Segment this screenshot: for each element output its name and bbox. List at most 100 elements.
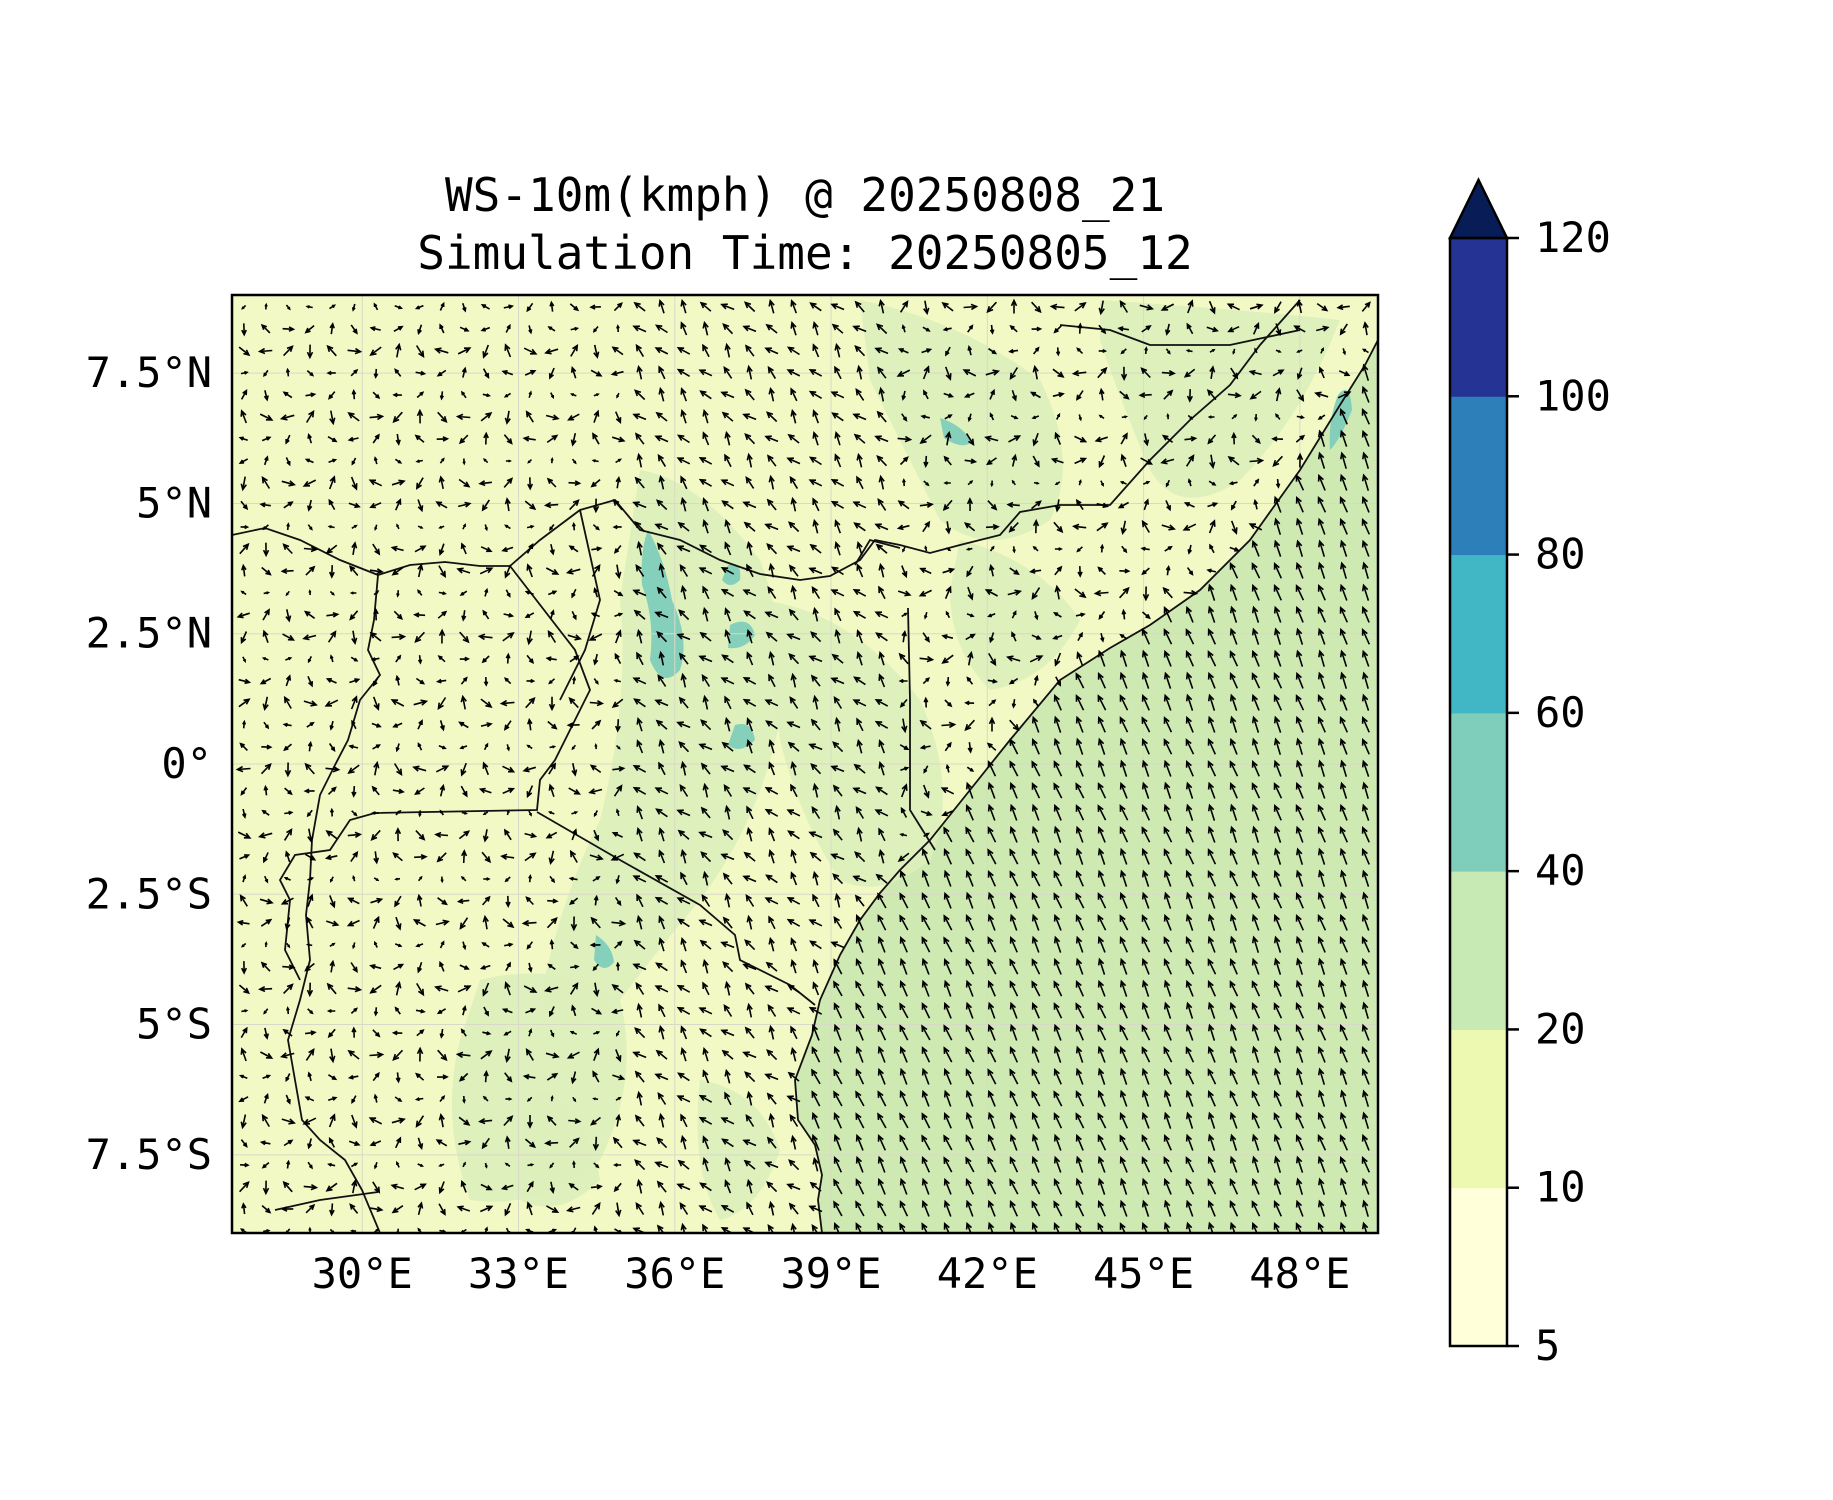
wind-vector xyxy=(1251,847,1260,865)
wind-vector xyxy=(1273,782,1283,799)
wind-vector xyxy=(1031,980,1041,997)
wind-vector xyxy=(525,1048,534,1061)
wind-vector xyxy=(1251,649,1260,667)
wind-vector xyxy=(943,979,952,997)
wind-vector xyxy=(261,809,270,816)
wind-vector xyxy=(462,458,466,466)
wind-vector xyxy=(351,1179,358,1194)
wind-vector xyxy=(965,979,974,997)
wind-vector xyxy=(988,348,998,355)
wind-vector xyxy=(481,1137,490,1150)
wind-vector xyxy=(374,524,378,531)
wind-vector xyxy=(526,302,534,313)
wind-vector xyxy=(417,742,423,751)
wind-vector xyxy=(1031,587,1041,600)
wind-vector xyxy=(943,891,952,909)
wind-vector xyxy=(658,761,666,776)
wind-vector xyxy=(285,1094,291,1105)
wind-vector xyxy=(523,347,538,355)
wind-vector xyxy=(570,344,579,357)
wind-vector xyxy=(568,876,578,881)
wind-vector xyxy=(1339,517,1348,535)
wind-vector xyxy=(1075,694,1085,711)
wind-vector xyxy=(1138,392,1152,399)
wind-vector xyxy=(392,722,403,728)
wind-vector xyxy=(698,1116,713,1125)
wind-vector xyxy=(654,1073,669,1081)
wind-vector xyxy=(1272,369,1285,377)
wind-vector xyxy=(720,567,735,575)
wind-vector xyxy=(830,589,845,597)
lon-tick-label: 36°E xyxy=(624,1249,725,1298)
wind-vector xyxy=(702,519,709,534)
wind-vector xyxy=(1251,782,1261,799)
wind-vector xyxy=(986,457,997,466)
wind-vector xyxy=(1139,304,1154,311)
wind-vector xyxy=(655,808,668,818)
wind-vector xyxy=(505,1097,513,1101)
wind-vector xyxy=(812,497,820,512)
wind-vector xyxy=(1273,737,1282,755)
wind-vector xyxy=(439,809,445,816)
wind-vector xyxy=(923,389,929,400)
wind-vector xyxy=(482,829,489,843)
wind-vector xyxy=(1339,957,1348,975)
colorbar-segment xyxy=(1450,238,1507,397)
wind-vector xyxy=(263,1027,269,1040)
wind-vector xyxy=(415,1008,426,1014)
wind-vector xyxy=(481,499,490,512)
wind-vector xyxy=(438,1181,445,1195)
wind-vector xyxy=(632,1051,647,1059)
wind-vector xyxy=(1207,1001,1216,1019)
wind-vector xyxy=(943,392,955,398)
wind-vector xyxy=(943,1222,950,1233)
wind-vector xyxy=(1074,457,1088,465)
wind-vector xyxy=(594,743,598,750)
wind-vector xyxy=(369,631,382,642)
wind-vector xyxy=(462,302,467,313)
wind-vector xyxy=(373,368,379,379)
wind-vector xyxy=(374,1162,378,1170)
wind-vector xyxy=(1054,499,1061,513)
wind-vector xyxy=(459,656,471,662)
wind-vector xyxy=(329,720,334,731)
wind-vector xyxy=(1097,957,1106,975)
wind-vector xyxy=(569,1137,580,1148)
wind-vector xyxy=(852,699,867,707)
wind-vector xyxy=(412,919,426,927)
wind-vector xyxy=(1317,1134,1327,1151)
wind-vector xyxy=(1141,1156,1151,1173)
wind-vector xyxy=(676,1006,691,1015)
wind-vector xyxy=(1008,435,1022,443)
wind-vector xyxy=(899,869,908,887)
wind-vector xyxy=(1163,913,1172,931)
wind-vector xyxy=(1185,605,1194,623)
wind-vector xyxy=(676,434,690,444)
wind-vector xyxy=(789,696,799,709)
wind-vector xyxy=(1163,649,1172,667)
wind-vector xyxy=(632,413,647,421)
wind-vector xyxy=(240,1139,248,1148)
wind-vector xyxy=(943,481,951,485)
wind-vector xyxy=(808,1006,823,1015)
wind-vector xyxy=(1251,434,1261,445)
wind-vector xyxy=(698,655,713,663)
wind-vector xyxy=(965,1221,973,1233)
wind-vector xyxy=(1074,435,1088,443)
wind-vector xyxy=(1031,848,1041,865)
wind-vector xyxy=(461,1005,467,1016)
wind-vector xyxy=(1033,674,1039,686)
wind-vector xyxy=(327,1096,338,1102)
wind-vector xyxy=(1253,498,1259,510)
wind-vector xyxy=(1075,1222,1082,1233)
wind-vector xyxy=(1075,390,1084,401)
wind-vector xyxy=(1227,455,1240,466)
wind-vector xyxy=(459,590,468,596)
wind-vector xyxy=(744,1026,755,1039)
wind-vector xyxy=(720,479,735,487)
wind-vector xyxy=(855,1112,865,1129)
wind-vector xyxy=(1361,348,1369,354)
wind-vector xyxy=(1339,606,1349,623)
wind-vector xyxy=(987,913,996,931)
colorbar-segment xyxy=(1450,1187,1507,1347)
